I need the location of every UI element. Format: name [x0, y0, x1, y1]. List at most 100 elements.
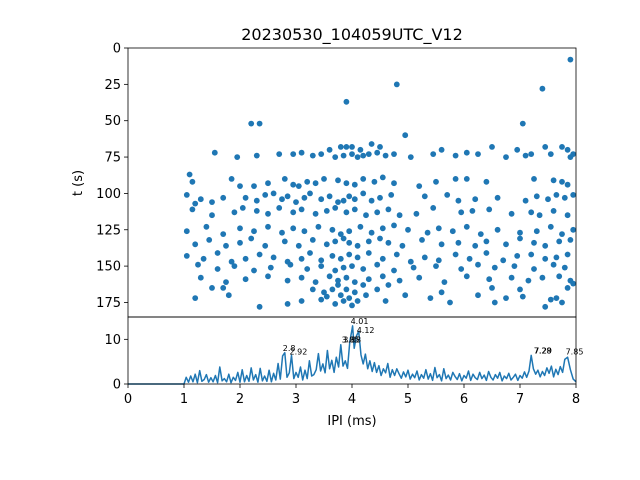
scatter-point: [365, 151, 372, 158]
scatter-point: [452, 176, 459, 182]
scatter-point: [421, 193, 428, 200]
scatter-point: [351, 289, 358, 296]
scatter-point: [253, 208, 260, 214]
scatter-point: [536, 212, 543, 219]
scatter-point: [365, 238, 372, 245]
scatter-point: [360, 152, 367, 159]
scatter-point: [486, 276, 493, 283]
ipi-peak-label: 3.88: [343, 336, 361, 345]
scatter-point: [528, 251, 535, 258]
scatter-point: [189, 178, 196, 185]
scatter-point: [475, 261, 481, 268]
scatter-point: [206, 237, 213, 243]
scatter-point: [399, 242, 406, 249]
scatter-point: [349, 263, 355, 269]
scatter-point: [318, 263, 325, 269]
scatter-points: [183, 56, 577, 310]
scatter-point: [514, 253, 521, 259]
scatter-point: [559, 231, 565, 238]
scatter-point: [564, 285, 571, 291]
scatter-point: [242, 255, 249, 262]
scatter-point: [547, 151, 554, 158]
scatter-point: [295, 183, 302, 190]
scatter-point: [265, 180, 271, 187]
scatter-point: [405, 226, 411, 233]
scatter-point: [503, 154, 509, 161]
scatter-point: [346, 228, 353, 235]
scatter-point: [385, 282, 392, 288]
scatter-point: [458, 266, 465, 272]
scatter-point: [323, 293, 330, 300]
scatter-point: [517, 229, 523, 236]
scatter-point: [349, 302, 355, 309]
scatter-point: [377, 194, 383, 201]
scatter-point: [251, 183, 257, 190]
scatter-point: [337, 292, 344, 299]
scatter-point: [519, 120, 526, 127]
scatter-point: [410, 264, 417, 271]
scatter-point: [379, 255, 386, 262]
scatter-point: [298, 149, 305, 156]
scatter-y-tick-label: 0: [113, 42, 121, 57]
scatter-point: [209, 285, 215, 291]
scatter-point: [463, 223, 470, 230]
scatter-point: [494, 226, 501, 233]
scatter-point: [293, 199, 299, 206]
scatter-y-tick-label: 125: [96, 223, 121, 238]
scatter-point: [363, 212, 369, 219]
ipi-x-tick-label: 0: [124, 392, 132, 407]
scatter-point: [430, 205, 437, 211]
scatter-point: [441, 279, 448, 285]
scatter-point: [508, 210, 515, 217]
scatter-point: [340, 298, 347, 304]
scatter-point: [279, 229, 285, 236]
scatter-point: [379, 273, 386, 280]
scatter-point: [343, 144, 350, 150]
scatter-point: [200, 255, 207, 262]
scatter-point: [332, 154, 339, 161]
scatter-point: [567, 56, 574, 63]
scatter-point: [318, 196, 325, 203]
scatter-point: [284, 301, 291, 307]
scatter-point: [301, 228, 308, 235]
scatter-point: [329, 253, 336, 259]
scatter-point: [402, 292, 409, 299]
ipi-x-tick-label: 1: [180, 392, 188, 407]
scatter-point: [290, 209, 297, 216]
scatter-point: [542, 303, 549, 310]
scatter-y-ticks: 0 25 50 75 100 125 150 175: [96, 42, 128, 311]
scatter-point: [556, 273, 563, 280]
scatter-point: [452, 152, 459, 159]
scatter-point: [564, 146, 571, 153]
scatter-point: [483, 178, 490, 185]
scatter-point: [491, 264, 498, 271]
scatter-point: [262, 242, 269, 249]
scatter-point: [214, 250, 221, 256]
scatter-point: [321, 176, 327, 182]
scatter-point: [309, 237, 316, 243]
scatter-point: [279, 196, 285, 203]
scatter-point: [463, 176, 470, 182]
scatter-point: [424, 229, 431, 236]
scatter-point: [458, 209, 465, 216]
scatter-point: [183, 192, 190, 198]
scatter-point: [183, 253, 190, 259]
scatter-point: [209, 212, 215, 219]
scatter-point: [559, 299, 565, 306]
scatter-point: [237, 225, 243, 232]
scatter-point: [570, 192, 577, 198]
scatter-point: [231, 263, 238, 269]
scatter-point: [298, 274, 305, 281]
scatter-point: [318, 296, 325, 303]
scatter-point: [346, 295, 353, 301]
scatter-point: [545, 196, 551, 203]
scatter-point: [346, 239, 353, 246]
scatter-point: [223, 279, 229, 285]
scatter-point: [570, 151, 577, 158]
scatter-point: [477, 231, 484, 238]
ipi-peak-label: 2.92: [290, 347, 308, 356]
scatter-point: [455, 197, 462, 204]
scatter-point: [237, 239, 243, 246]
scatter-point: [553, 254, 560, 261]
